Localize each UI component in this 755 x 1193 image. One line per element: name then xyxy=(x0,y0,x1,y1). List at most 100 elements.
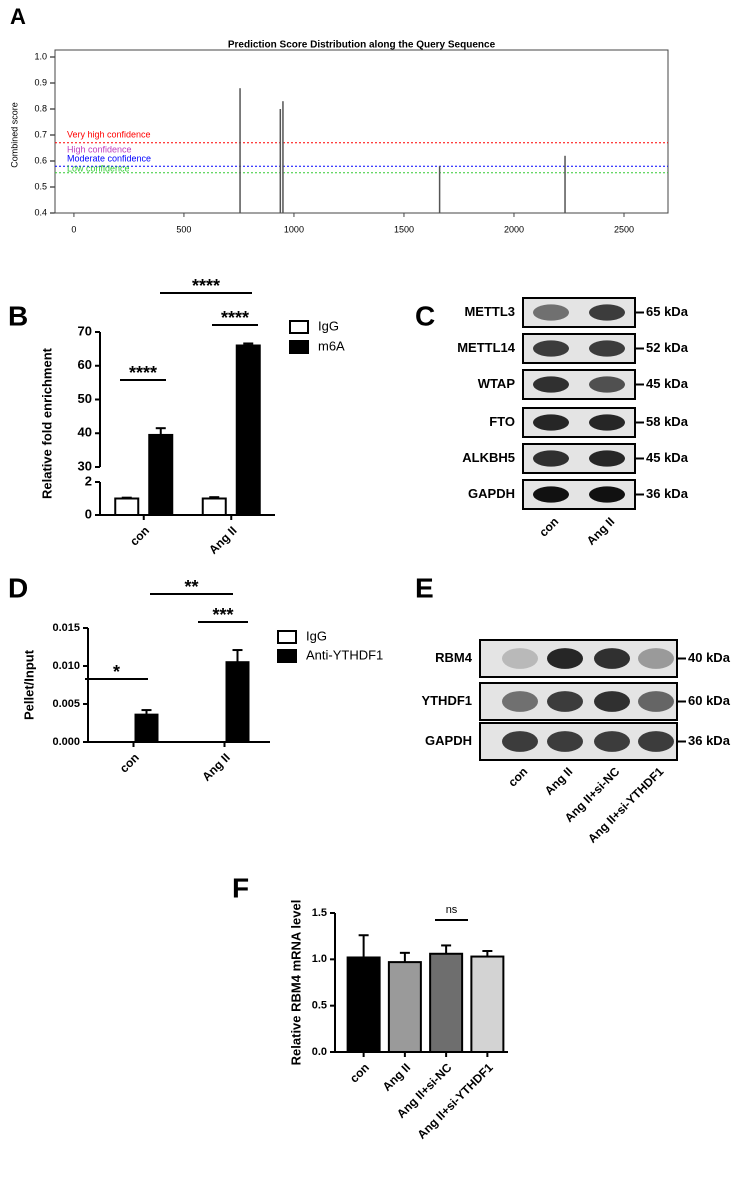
y-tick-label: 30 xyxy=(78,458,92,473)
panel-label: C xyxy=(415,300,435,331)
protein-label: METTL3 xyxy=(464,304,515,319)
significance-label: ** xyxy=(184,577,198,597)
blot-band xyxy=(594,648,630,669)
panel-label: B xyxy=(8,300,28,331)
blot-band xyxy=(547,648,583,669)
protein-label: ALKBH5 xyxy=(462,450,515,465)
bar xyxy=(148,433,174,516)
bar xyxy=(235,344,261,516)
lane-label: Ang II xyxy=(584,514,617,547)
x-tick-label: Ang II+si-YTHDF1 xyxy=(414,1060,496,1142)
size-label: 65 kDa xyxy=(646,304,689,319)
blot-band xyxy=(502,691,538,712)
blot-band xyxy=(533,376,569,393)
y-tick-label: 0.7 xyxy=(34,129,47,139)
chart-title: Prediction Score Distribution along the … xyxy=(228,40,496,51)
y-axis-label: Relative fold enrichment xyxy=(39,347,54,499)
y-tick-label: 1.5 xyxy=(312,907,327,919)
legend-label: IgG xyxy=(318,318,339,333)
protein-label: FTO xyxy=(489,414,515,429)
blot-band xyxy=(638,691,674,712)
y-tick-label: 40 xyxy=(78,425,92,440)
size-label: 45 kDa xyxy=(646,450,689,465)
legend-swatch xyxy=(289,320,309,334)
panel-label: F xyxy=(232,872,249,903)
bar xyxy=(346,956,381,1053)
y-tick-label: 1.0 xyxy=(312,953,327,965)
protein-label: GAPDH xyxy=(425,733,472,748)
y-tick-label: 0.010 xyxy=(52,660,80,672)
y-axis-label: Pellet/Input xyxy=(21,649,36,720)
lane-label: Ang II xyxy=(542,764,575,797)
blot-band xyxy=(638,648,674,669)
blot-band xyxy=(502,648,538,669)
bar xyxy=(429,952,464,1053)
bar xyxy=(201,497,227,516)
threshold-label: Very high confidence xyxy=(67,129,151,139)
y-tick-label: 0.000 xyxy=(52,736,80,748)
blot-band xyxy=(589,376,625,393)
blot-band xyxy=(533,340,569,357)
blot-band xyxy=(638,731,674,752)
x-tick-label: Ang II xyxy=(199,750,232,783)
x-tick-label: con xyxy=(117,750,142,775)
y-axis-label: Combined score xyxy=(9,102,19,168)
legend-label: m6A xyxy=(318,338,345,353)
x-tick-label: 1000 xyxy=(284,224,304,234)
y-tick-label: 0.4 xyxy=(34,207,47,217)
legend-label: IgG xyxy=(306,628,327,643)
blot-band xyxy=(533,414,569,431)
x-tick-label: Ang II xyxy=(380,1060,413,1093)
panel-label: A xyxy=(10,4,26,29)
threshold-label: Low confidence xyxy=(67,163,130,173)
legend-swatch xyxy=(289,340,309,354)
x-tick-label: 0 xyxy=(71,224,76,234)
lane-label: con xyxy=(505,764,530,789)
significance-label: *** xyxy=(212,605,233,625)
legend-swatch xyxy=(277,630,297,644)
blot-band xyxy=(533,450,569,467)
y-tick-label: 50 xyxy=(78,391,92,406)
significance-label: **** xyxy=(192,276,220,296)
protein-label: WTAP xyxy=(478,376,516,391)
x-tick-label: con xyxy=(127,523,152,548)
blot-band xyxy=(589,340,625,357)
size-label: 60 kDa xyxy=(688,693,731,708)
protein-label: GAPDH xyxy=(468,486,515,501)
blot-band xyxy=(589,414,625,431)
blot-band xyxy=(533,486,569,503)
bar xyxy=(470,955,505,1054)
y-tick-label: 0.005 xyxy=(52,698,80,710)
significance-label: **** xyxy=(221,308,249,328)
size-label: 36 kDa xyxy=(688,733,731,748)
significance-label: ns xyxy=(446,904,458,916)
x-tick-label: 2500 xyxy=(614,224,634,234)
x-tick-label: 1500 xyxy=(394,224,414,234)
blot-band xyxy=(502,731,538,752)
bar xyxy=(114,497,140,516)
significance-label: * xyxy=(113,662,120,682)
protein-label: YTHDF1 xyxy=(421,693,472,708)
panel-label: D xyxy=(8,572,28,603)
x-tick-label: 2000 xyxy=(504,224,524,234)
bar xyxy=(134,713,159,744)
significance-label: **** xyxy=(129,363,157,383)
blot-band xyxy=(589,450,625,467)
size-label: 36 kDa xyxy=(646,486,689,501)
bar xyxy=(387,961,422,1054)
y-tick-label: 60 xyxy=(78,357,92,372)
y-tick-label: 0.6 xyxy=(34,155,47,165)
bar xyxy=(225,661,250,744)
blot-band xyxy=(589,304,625,321)
blot-band xyxy=(533,304,569,321)
y-axis-label: Relative RBM4 mRNA level xyxy=(288,900,303,1066)
blot-band xyxy=(594,691,630,712)
x-tick-label: con xyxy=(347,1060,372,1085)
y-tick-label: 0 xyxy=(85,506,92,521)
blot-band xyxy=(547,691,583,712)
x-tick-label: 500 xyxy=(176,224,191,234)
protein-label: RBM4 xyxy=(435,650,473,665)
y-tick-label: 0.0 xyxy=(312,1046,327,1058)
y-tick-label: 1.0 xyxy=(34,51,47,61)
